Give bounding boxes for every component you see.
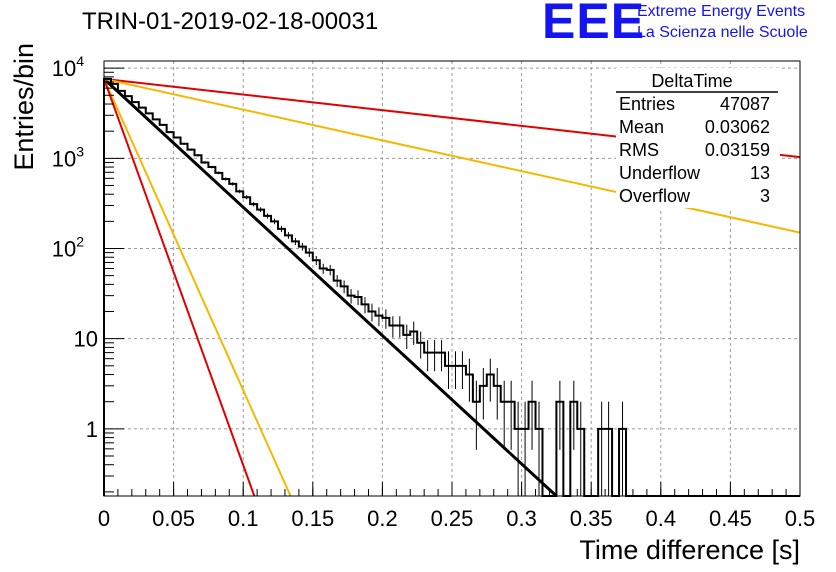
fit-curve: [103, 78, 256, 497]
stats-row-value: 47087: [720, 94, 770, 114]
stats-row-value: 3: [760, 186, 770, 206]
stats-row-value: 13: [750, 163, 770, 183]
run-title: TRIN-01-2019-02-18-00031: [82, 8, 379, 35]
x-tick-label: 0.25: [431, 506, 474, 531]
x-tick-label: 0.15: [291, 506, 334, 531]
x-tick-label: 0.4: [646, 506, 677, 531]
stats-row-label: Overflow: [619, 186, 691, 206]
stats-row-label: Entries: [619, 94, 675, 114]
stats-rows: Entries 47087 Mean 0.03062 RMS 0.03159Underfl…: [619, 94, 770, 206]
stats-row-value: 0.03159: [705, 140, 770, 160]
y-tick-label: 102: [52, 233, 84, 261]
y-axis-label: Entries/bin: [9, 43, 39, 171]
eee-logo: EEE: [542, 0, 646, 49]
x-tick-label: 0.35: [570, 506, 613, 531]
y-tick-label: 103: [52, 143, 84, 171]
x-tick-label: 0.45: [709, 506, 752, 531]
histogram-outline: [103, 77, 800, 497]
x-tick-label: 0.3: [506, 506, 537, 531]
tick-layer: [103, 67, 801, 496]
histogram-layer: [103, 77, 800, 497]
x-tick-label: 0.05: [152, 506, 195, 531]
y-tick-label: 104: [52, 53, 84, 81]
logo-caption-line1: Extreme Energy Events: [637, 3, 806, 20]
x-tick-label: 0.2: [367, 506, 398, 531]
stats-box: DeltaTime Entries 47087 Mean 0.03062 RMS 0.03…: [616, 68, 780, 208]
y-tick-label: 10: [74, 327, 98, 352]
stats-box-title: DeltaTime: [651, 71, 732, 91]
fit-curve: [102, 77, 558, 498]
tick-label-layer: 0 0.05 0.1 0.15 0.2 0.25 0.3 0.35 0.4 0.45 0.5 104 1…: [52, 53, 816, 531]
x-axis-label: Time difference [s]: [579, 535, 800, 565]
stats-row-label: Underflow: [619, 163, 701, 183]
y-tick-label: 1: [86, 417, 98, 442]
fit-curve: [103, 78, 292, 497]
logo-caption-line2: La Scienza nelle Scuole: [637, 24, 808, 41]
stats-row-label: RMS: [619, 140, 659, 160]
stats-row-label: Mean: [619, 117, 664, 137]
x-tick-label: 0: [98, 506, 110, 531]
x-tick-label: 0.1: [228, 506, 259, 531]
stats-row-value: 0.03062: [705, 117, 770, 137]
x-tick-label: 0.5: [785, 506, 816, 531]
